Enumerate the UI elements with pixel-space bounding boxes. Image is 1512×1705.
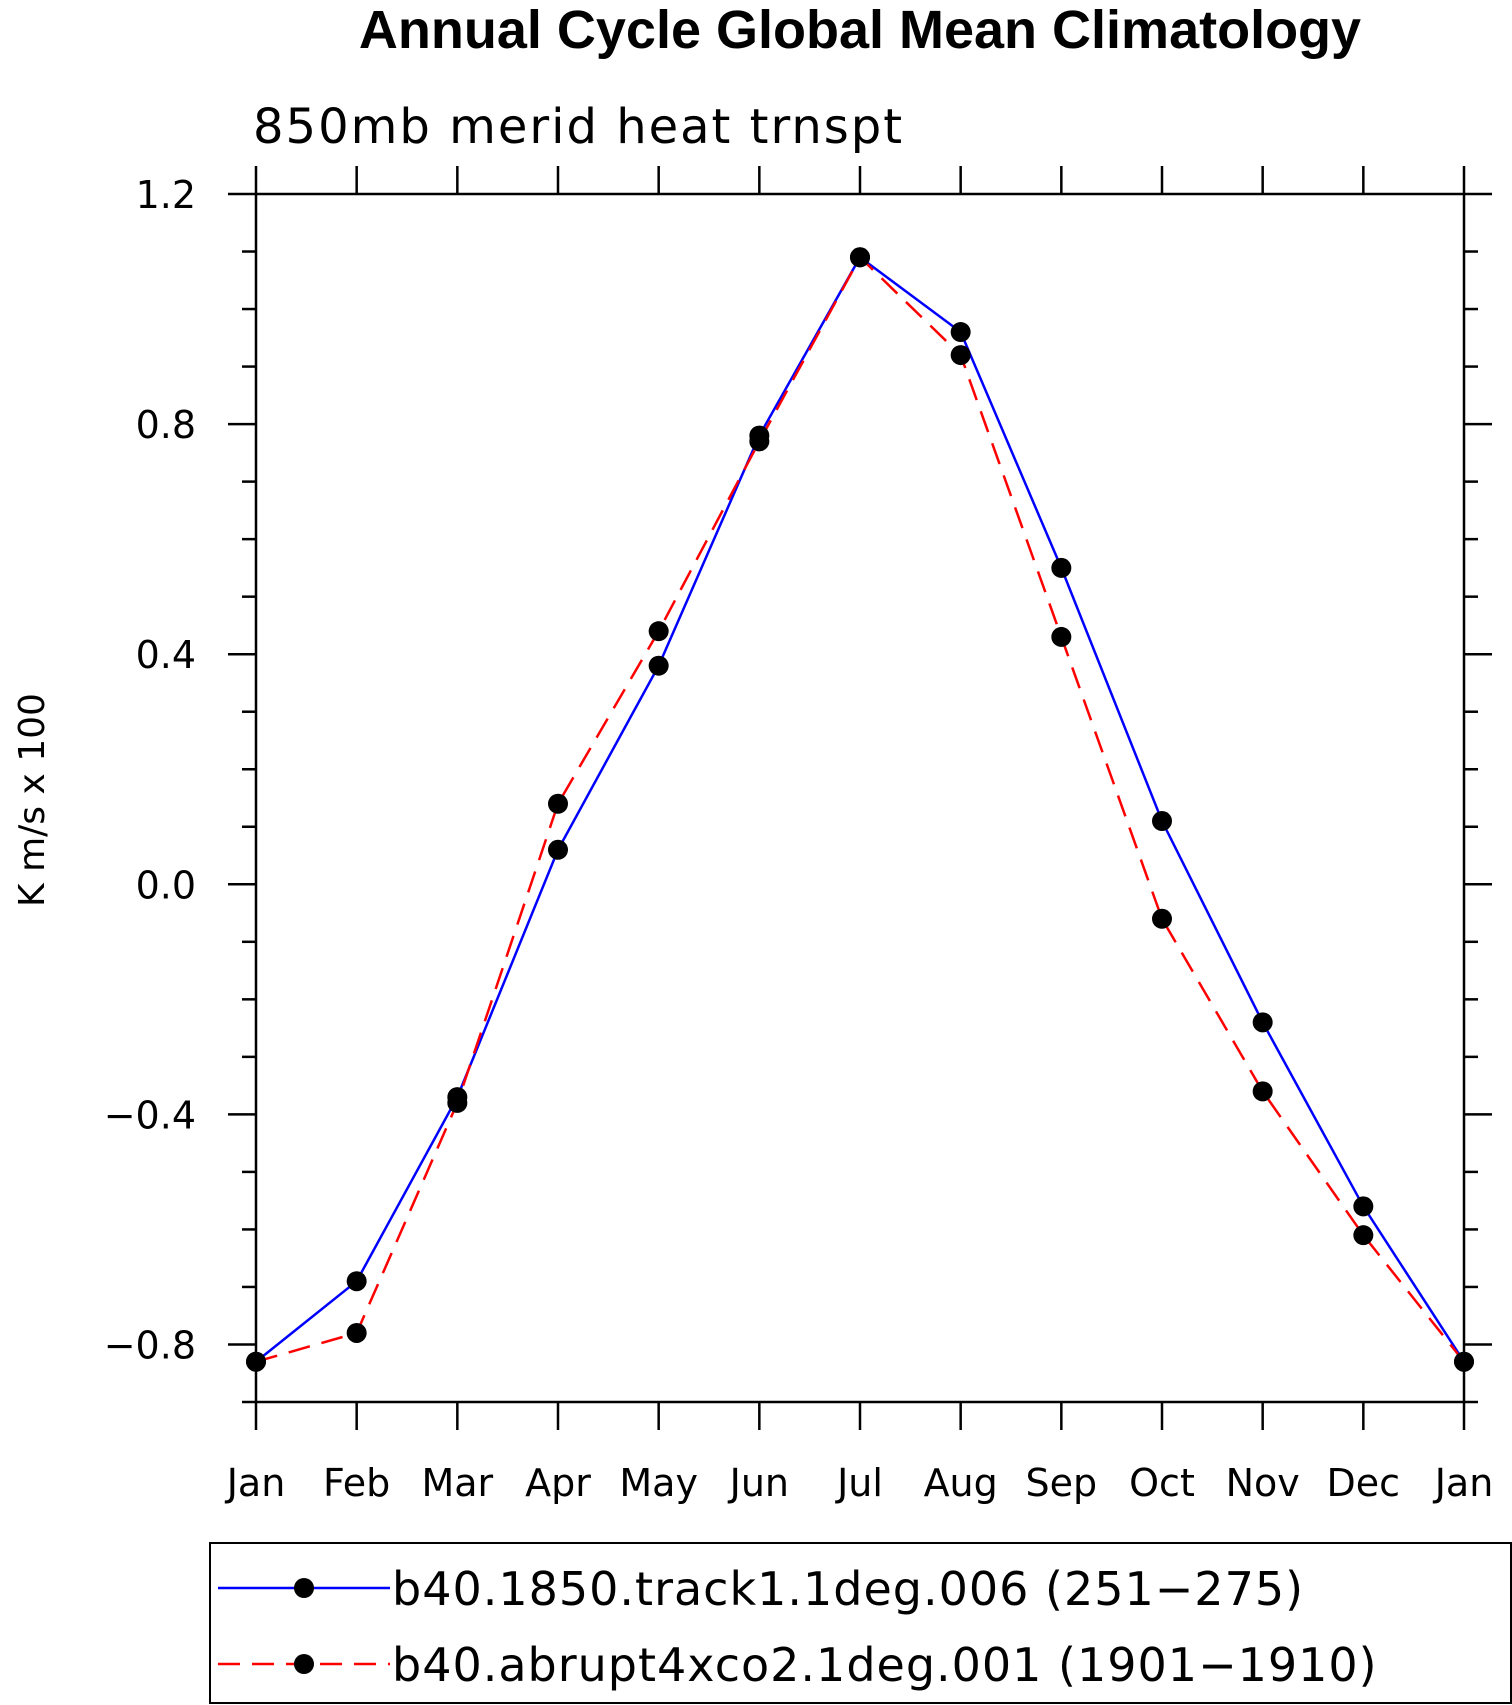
data-point	[1252, 1012, 1273, 1033]
x-tick-label: Jan	[225, 1461, 286, 1505]
data-point	[346, 1271, 367, 1292]
x-tick-label: Apr	[525, 1461, 591, 1505]
y-tick-label: −0.8	[104, 1323, 196, 1367]
data-point	[246, 1351, 266, 1372]
chart-subtitle: 850mb merid heat trnspt	[253, 99, 904, 155]
data-point	[648, 621, 669, 642]
chart-title: Annual Cycle Global Mean Climatology	[359, 0, 1361, 60]
data-point	[1152, 811, 1172, 832]
axis-ticks	[228, 166, 1492, 1430]
y-tick-label: 1.2	[136, 173, 196, 217]
data-point	[1353, 1225, 1374, 1246]
data-point	[548, 793, 568, 814]
data-point	[749, 431, 770, 452]
legend-box	[209, 1542, 1512, 1704]
data-point	[548, 839, 568, 860]
x-tick-label: Dec	[1327, 1461, 1401, 1505]
x-tick-label: Oct	[1129, 1461, 1195, 1505]
x-tick-label: Sep	[1026, 1461, 1098, 1505]
x-tick-label: Aug	[924, 1461, 998, 1505]
y-tick-label: 0.4	[136, 633, 196, 677]
x-tick-label: Mar	[421, 1461, 493, 1505]
legend-marker-1	[294, 1578, 314, 1598]
x-tick-label: Jun	[728, 1461, 789, 1505]
data-point	[1353, 1196, 1374, 1217]
legend: b40.1850.track1.1deg.006 (251−275) b40.ab…	[218, 1562, 1378, 1692]
series-line-2	[255, 255, 1465, 1363]
y-tick-label: −0.4	[104, 1093, 196, 1137]
y-tick-label: 0.0	[136, 863, 196, 907]
plot-frame	[254, 192, 1466, 1404]
data-point	[1252, 1081, 1273, 1102]
data-point	[447, 1092, 468, 1113]
y-tick-label: 0.8	[136, 403, 196, 447]
data-point	[950, 322, 971, 343]
series-line-1	[255, 255, 1466, 1363]
data-point	[1152, 908, 1172, 929]
data-point	[1051, 557, 1072, 578]
x-tick-labels: Jan Feb Mar Apr May Jun Jul Aug Sep Oct Nov Dec Jan	[225, 1461, 1494, 1505]
data-point	[1454, 1351, 1474, 1372]
y-tick-labels: 1.2 0.8 0.4 0.0 −0.4 −0.8	[104, 173, 196, 1367]
data-point	[346, 1322, 367, 1343]
data-point	[648, 655, 669, 676]
x-tick-label: Feb	[323, 1461, 390, 1505]
legend-label-1: b40.1850.track1.1deg.006 (251−275)	[392, 1562, 1304, 1616]
x-tick-label: May	[619, 1461, 698, 1505]
legend-label-2: b40.abrupt4xco2.1deg.001 (1901−1910)	[392, 1638, 1378, 1692]
data-point	[950, 345, 971, 366]
data-point	[850, 247, 870, 268]
y-axis-label: K m/s x 100	[12, 693, 53, 907]
data-point	[1051, 626, 1072, 647]
legend-marker-2	[294, 1654, 314, 1674]
x-tick-label: Jul	[835, 1461, 883, 1505]
x-tick-label: Nov	[1226, 1461, 1300, 1505]
series-layer	[246, 247, 1474, 1372]
x-tick-label: Jan	[1433, 1461, 1494, 1505]
